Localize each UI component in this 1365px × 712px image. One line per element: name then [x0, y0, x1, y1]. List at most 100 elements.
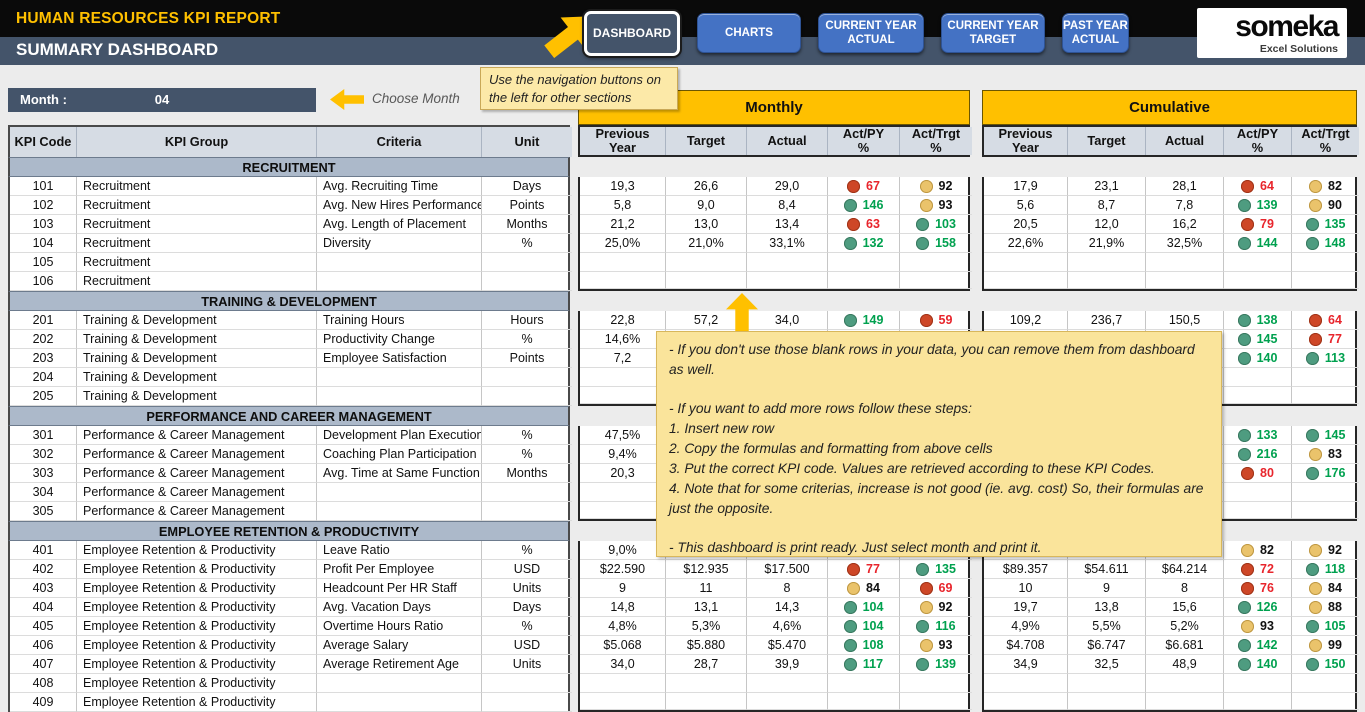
monthly-prev-year-cell[interactable]: 4,8%: [580, 617, 666, 636]
cumulative-actual-cell[interactable]: $64.214: [1146, 560, 1224, 579]
cumulative-act-trgt-cell[interactable]: [1292, 674, 1359, 693]
kpi-code-cell[interactable]: 407: [10, 655, 77, 674]
monthly-actual-cell[interactable]: 8,4: [747, 196, 828, 215]
cumulative-target-cell[interactable]: 13,8: [1068, 598, 1146, 617]
criteria-cell[interactable]: Avg. Recruiting Time: [317, 177, 482, 196]
monthly-act-py-cell[interactable]: [828, 674, 900, 693]
criteria-cell[interactable]: [317, 674, 482, 693]
cumulative-act-trgt-cell[interactable]: 83: [1292, 445, 1359, 464]
criteria-cell[interactable]: Diversity: [317, 234, 482, 253]
monthly-act-trgt-cell[interactable]: [900, 693, 972, 710]
monthly-act-trgt-cell[interactable]: 92: [900, 598, 972, 617]
cumulative-actual-cell[interactable]: [1146, 253, 1224, 272]
nav-button[interactable]: CURRENT YEAR TARGET: [941, 13, 1045, 53]
monthly-act-trgt-cell[interactable]: [900, 674, 972, 693]
cumulative-act-py-cell[interactable]: [1224, 502, 1292, 519]
cumulative-act-trgt-cell[interactable]: 77: [1292, 330, 1359, 349]
kpi-code-cell[interactable]: 302: [10, 445, 77, 464]
monthly-act-py-cell[interactable]: 67: [828, 177, 900, 196]
cumulative-prev-year-cell[interactable]: [984, 674, 1068, 693]
kpi-group-cell[interactable]: Recruitment: [77, 253, 317, 272]
cumulative-actual-cell[interactable]: 5,2%: [1146, 617, 1224, 636]
unit-cell[interactable]: %: [482, 426, 572, 445]
cumulative-act-trgt-cell[interactable]: 118: [1292, 560, 1359, 579]
monthly-act-trgt-cell[interactable]: 103: [900, 215, 972, 234]
kpi-group-cell[interactable]: Employee Retention & Productivity: [77, 693, 317, 712]
unit-cell[interactable]: [482, 253, 572, 272]
kpi-group-cell[interactable]: Recruitment: [77, 272, 317, 291]
criteria-cell[interactable]: Employee Satisfaction: [317, 349, 482, 368]
kpi-group-cell[interactable]: Recruitment: [77, 177, 317, 196]
monthly-actual-cell[interactable]: 14,3: [747, 598, 828, 617]
monthly-actual-cell[interactable]: 33,1%: [747, 234, 828, 253]
monthly-target-cell[interactable]: 5,3%: [666, 617, 747, 636]
kpi-code-cell[interactable]: 203: [10, 349, 77, 368]
monthly-prev-year-cell[interactable]: [580, 272, 666, 289]
monthly-act-trgt-cell[interactable]: 69: [900, 579, 972, 598]
monthly-act-trgt-cell[interactable]: 116: [900, 617, 972, 636]
cumulative-actual-cell[interactable]: 150,5: [1146, 311, 1224, 330]
cumulative-act-py-cell[interactable]: 82: [1224, 541, 1292, 560]
unit-cell[interactable]: %: [482, 330, 572, 349]
monthly-actual-cell[interactable]: 4,6%: [747, 617, 828, 636]
criteria-cell[interactable]: [317, 502, 482, 521]
cumulative-act-py-cell[interactable]: 76: [1224, 579, 1292, 598]
monthly-prev-year-cell[interactable]: 9,4%: [580, 445, 666, 464]
criteria-cell[interactable]: Development Plan Execution: [317, 426, 482, 445]
cumulative-actual-cell[interactable]: $6.681: [1146, 636, 1224, 655]
kpi-code-cell[interactable]: 301: [10, 426, 77, 445]
cumulative-act-trgt-cell[interactable]: 150: [1292, 655, 1359, 674]
cumulative-actual-cell[interactable]: 48,9: [1146, 655, 1224, 674]
nav-button[interactable]: DASHBOARD: [584, 10, 680, 56]
criteria-cell[interactable]: Coaching Plan Participation: [317, 445, 482, 464]
cumulative-act-py-cell[interactable]: [1224, 483, 1292, 502]
monthly-act-py-cell[interactable]: 117: [828, 655, 900, 674]
cumulative-act-trgt-cell[interactable]: [1292, 502, 1359, 519]
cumulative-prev-year-cell[interactable]: [984, 253, 1068, 272]
unit-cell[interactable]: Days: [482, 598, 572, 617]
cumulative-act-trgt-cell[interactable]: 82: [1292, 177, 1359, 196]
cumulative-target-cell[interactable]: [1068, 253, 1146, 272]
criteria-cell[interactable]: [317, 253, 482, 272]
kpi-group-cell[interactable]: Training & Development: [77, 349, 317, 368]
monthly-prev-year-cell[interactable]: [580, 674, 666, 693]
monthly-act-trgt-cell[interactable]: 135: [900, 560, 972, 579]
kpi-group-cell[interactable]: Performance & Career Management: [77, 426, 317, 445]
unit-cell[interactable]: Days: [482, 177, 572, 196]
unit-cell[interactable]: %: [482, 234, 572, 253]
cumulative-target-cell[interactable]: 32,5: [1068, 655, 1146, 674]
cumulative-act-py-cell[interactable]: 64: [1224, 177, 1292, 196]
kpi-group-cell[interactable]: Training & Development: [77, 330, 317, 349]
unit-cell[interactable]: Points: [482, 196, 572, 215]
unit-cell[interactable]: [482, 368, 572, 387]
monthly-prev-year-cell[interactable]: 5,8: [580, 196, 666, 215]
monthly-target-cell[interactable]: 13,1: [666, 598, 747, 617]
kpi-code-cell[interactable]: 103: [10, 215, 77, 234]
kpi-code-cell[interactable]: 402: [10, 560, 77, 579]
unit-cell[interactable]: USD: [482, 560, 572, 579]
unit-cell[interactable]: [482, 693, 572, 712]
cumulative-act-trgt-cell[interactable]: 145: [1292, 426, 1359, 445]
cumulative-act-trgt-cell[interactable]: 99: [1292, 636, 1359, 655]
monthly-prev-year-cell[interactable]: 7,2: [580, 349, 666, 368]
monthly-prev-year-cell[interactable]: 21,2: [580, 215, 666, 234]
monthly-target-cell[interactable]: 57,2: [666, 311, 747, 330]
monthly-act-trgt-cell[interactable]: 93: [900, 196, 972, 215]
monthly-target-cell[interactable]: 21,0%: [666, 234, 747, 253]
monthly-act-py-cell[interactable]: 108: [828, 636, 900, 655]
cumulative-act-py-cell[interactable]: 138: [1224, 311, 1292, 330]
monthly-actual-cell[interactable]: $17.500: [747, 560, 828, 579]
monthly-target-cell[interactable]: $12.935: [666, 560, 747, 579]
cumulative-act-trgt-cell[interactable]: 105: [1292, 617, 1359, 636]
cumulative-prev-year-cell[interactable]: [984, 272, 1068, 289]
kpi-code-cell[interactable]: 409: [10, 693, 77, 712]
criteria-cell[interactable]: Average Salary: [317, 636, 482, 655]
kpi-code-cell[interactable]: 104: [10, 234, 77, 253]
cumulative-target-cell[interactable]: 21,9%: [1068, 234, 1146, 253]
monthly-prev-year-cell[interactable]: 9,0%: [580, 541, 666, 560]
cumulative-prev-year-cell[interactable]: 4,9%: [984, 617, 1068, 636]
monthly-prev-year-cell[interactable]: 34,0: [580, 655, 666, 674]
kpi-code-cell[interactable]: 406: [10, 636, 77, 655]
criteria-cell[interactable]: Average Retirement Age: [317, 655, 482, 674]
cumulative-act-py-cell[interactable]: 80: [1224, 464, 1292, 483]
